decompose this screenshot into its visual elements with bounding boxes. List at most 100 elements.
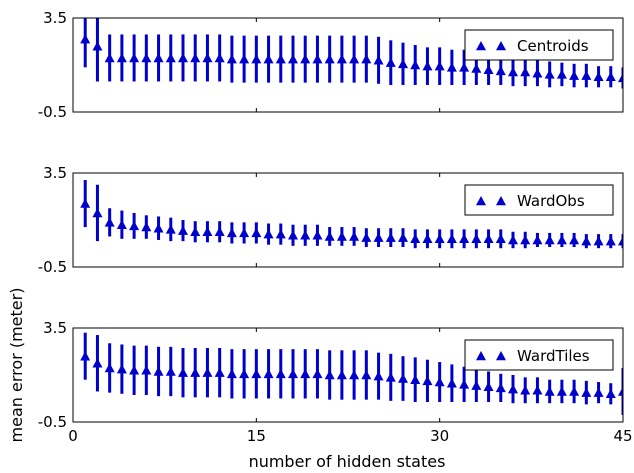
data-point: [214, 367, 225, 377]
data-point: [153, 223, 164, 233]
data-point: [593, 71, 604, 81]
panel-frame: [72, 17, 624, 113]
data-point: [202, 367, 213, 377]
legend-box: [464, 184, 614, 216]
data-point: [251, 54, 262, 64]
x-tick-label: 45: [613, 427, 632, 445]
x-tick-label: 15: [247, 427, 266, 445]
legend-label: Centroids: [517, 37, 589, 55]
data-point: [398, 232, 408, 242]
legend-label: WardObs: [517, 192, 585, 210]
data-point: [165, 52, 176, 63]
data-point: [251, 368, 262, 379]
data-point: [373, 55, 384, 65]
data-point: [349, 54, 360, 64]
data-point: [336, 54, 347, 64]
data-point: [532, 234, 543, 245]
data-point: [556, 234, 567, 245]
data-point: [324, 370, 335, 380]
y-tick-label: -0.5: [38, 103, 67, 121]
legend-marker: [476, 41, 486, 51]
data-point: [471, 233, 482, 244]
data-point: [251, 227, 262, 238]
legend: Centroids: [464, 29, 614, 61]
data-point: [446, 62, 457, 72]
data-point: [288, 54, 298, 64]
data-point: [483, 233, 494, 244]
data-point: [434, 61, 445, 71]
data-point: [116, 219, 127, 229]
data-point: [373, 371, 384, 381]
data-point: [288, 230, 298, 240]
data-point: [446, 233, 457, 244]
data-point: [263, 368, 274, 379]
data-point: [569, 386, 580, 396]
data-point: [129, 365, 140, 375]
legend-box: [464, 29, 614, 61]
data-point: [214, 226, 225, 236]
y-tick-label: 3.5: [43, 319, 67, 337]
data-point: [312, 54, 323, 64]
data-point: [508, 67, 518, 77]
data-point: [312, 230, 323, 240]
y-axis-title: mean error (meter): [7, 288, 26, 443]
data-point: [104, 362, 115, 373]
data-point: [129, 52, 140, 63]
panel-1: [80, 18, 623, 89]
legend-box: [464, 339, 614, 371]
data-point: [141, 222, 152, 232]
data-point: [288, 368, 298, 379]
data-point: [324, 54, 335, 64]
data-point: [361, 370, 372, 380]
data-point: [434, 233, 445, 244]
legend-marker: [496, 351, 506, 361]
data-point: [226, 227, 237, 238]
data-point: [239, 54, 250, 64]
data-point: [544, 69, 555, 79]
data-point: [434, 377, 445, 387]
data-point: [153, 366, 164, 376]
data-point: [385, 57, 396, 67]
data-point: [385, 232, 396, 242]
y-tick-label: 3.5: [43, 164, 67, 182]
data-point: [336, 370, 347, 380]
data-point: [190, 52, 201, 63]
data-point: [336, 231, 347, 241]
legend: WardTiles: [464, 339, 614, 371]
legend: WardObs: [464, 184, 614, 216]
data-point: [410, 233, 421, 244]
data-point: [618, 72, 623, 83]
data-point: [618, 236, 623, 246]
data-point: [508, 234, 518, 245]
x-tick-label: 30: [430, 427, 449, 445]
data-point: [422, 233, 433, 244]
data-point: [300, 230, 311, 240]
data-point: [214, 52, 225, 63]
data-point: [92, 358, 103, 368]
data-point: [141, 52, 152, 63]
data-point: [104, 217, 115, 227]
data-point: [508, 384, 518, 394]
data-point: [275, 54, 286, 64]
data-point: [165, 224, 176, 234]
data-point: [544, 234, 555, 245]
data-point: [581, 236, 592, 246]
data-point: [520, 234, 531, 245]
data-point: [618, 386, 623, 396]
data-point: [495, 233, 506, 244]
data-point: [361, 54, 372, 64]
data-point: [373, 232, 384, 242]
data-point: [263, 229, 274, 239]
data-point: [80, 198, 91, 208]
data-point: [483, 64, 494, 74]
panel-frame: [72, 172, 624, 268]
data-point: [569, 234, 580, 245]
data-point: [239, 368, 250, 379]
y-tick-label: -0.5: [38, 413, 67, 431]
data-point: [92, 207, 103, 218]
data-point: [495, 65, 506, 76]
y-tick-label: 3.5: [43, 9, 67, 27]
data-point: [202, 52, 213, 63]
data-point: [471, 380, 482, 390]
